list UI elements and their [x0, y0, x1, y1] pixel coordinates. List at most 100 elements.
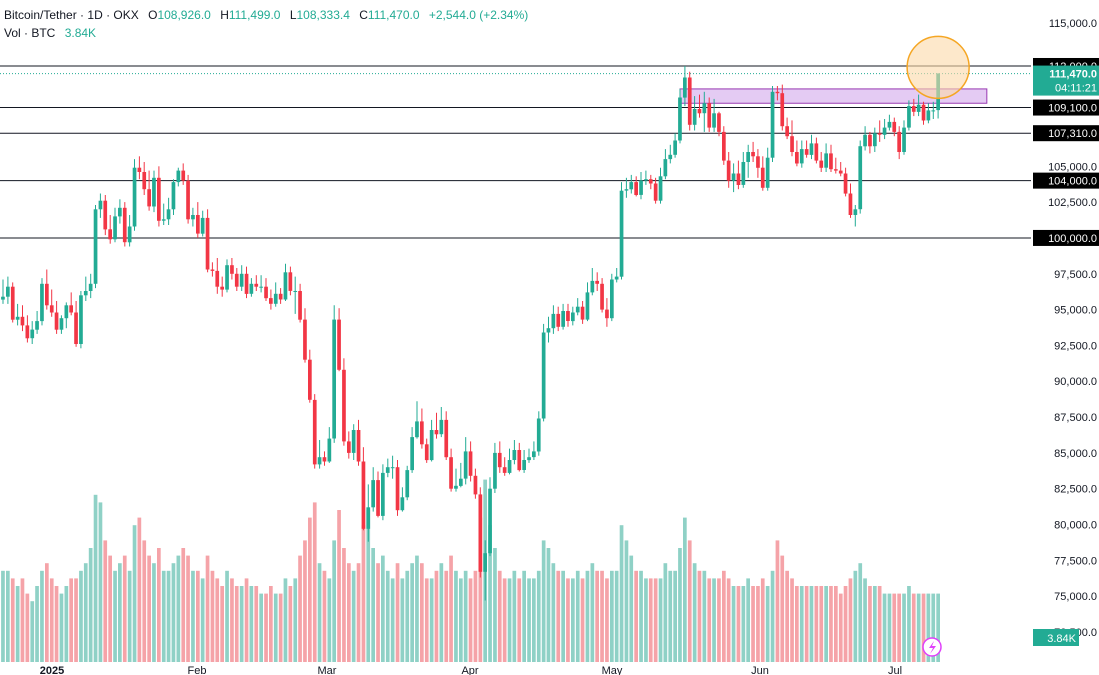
volume-bar	[166, 570, 171, 662]
volume-bar	[512, 570, 517, 662]
candle	[926, 110, 931, 121]
price-axis-tick-label: 80,000.0	[1054, 520, 1097, 532]
candle	[108, 229, 112, 240]
volume-bar	[147, 555, 151, 662]
volume-label[interactable]: Vol · BTC	[4, 26, 56, 40]
volume-bar	[429, 578, 434, 662]
candle	[634, 182, 638, 195]
candle	[473, 475, 478, 495]
price-axis-tick-label: 87,500.0	[1054, 412, 1097, 424]
volume-bar	[687, 540, 692, 662]
candle	[288, 272, 293, 291]
volume-bar	[497, 570, 502, 662]
candle	[760, 167, 765, 188]
candle	[459, 478, 463, 486]
volume-bar	[142, 540, 147, 662]
candle	[902, 127, 906, 152]
candle	[497, 452, 502, 468]
price-axis-tick-label: 95,000.0	[1054, 305, 1097, 317]
volume-bar	[775, 540, 780, 662]
volume-bar	[244, 578, 249, 662]
candle	[590, 280, 595, 293]
volume-bar	[35, 586, 39, 662]
volume-bar	[415, 555, 419, 662]
volume-bar	[410, 563, 414, 662]
volume-bar	[877, 586, 882, 662]
volume-bar	[717, 578, 721, 662]
ohlc-legend-row: Bitcoin/Tether · 1D · OKX O108,926.0 H11…	[4, 6, 528, 24]
candle	[152, 177, 156, 207]
candle	[259, 286, 263, 288]
volume-bar	[473, 570, 478, 662]
candle	[342, 369, 346, 442]
candle	[230, 265, 234, 274]
candle	[54, 312, 59, 330]
interval-label[interactable]: 1D	[87, 8, 103, 22]
volume-bar	[83, 563, 88, 662]
volume-bar	[863, 578, 867, 662]
volume-bar	[926, 593, 931, 662]
volume-bar	[127, 570, 132, 662]
candle	[79, 295, 83, 344]
volume-bar	[332, 540, 336, 662]
volume-bar	[580, 578, 585, 662]
candle	[916, 104, 921, 112]
volume-bar	[215, 578, 220, 662]
candle	[113, 216, 117, 240]
candle	[658, 176, 663, 201]
volume-bar	[853, 570, 858, 662]
candle	[415, 421, 419, 438]
volume-bar	[137, 517, 142, 662]
volume-bar	[936, 593, 940, 662]
volume-bar	[356, 563, 361, 662]
candle	[858, 146, 863, 210]
volume-bar	[507, 578, 512, 662]
candle	[420, 421, 424, 445]
volume-bar	[819, 586, 824, 662]
price-level-tag[interactable]	[1033, 125, 1099, 142]
volume-bar	[639, 570, 643, 662]
candle	[205, 217, 210, 270]
candle	[648, 179, 653, 184]
price-axis-tick-label: 92,500.0	[1054, 340, 1097, 352]
volume-bar	[726, 578, 731, 662]
candle	[93, 209, 98, 284]
symbol-name[interactable]: Bitcoin/Tether	[4, 8, 77, 22]
volume-bar	[868, 586, 872, 662]
candle	[571, 312, 575, 322]
candle	[366, 507, 371, 529]
candle	[765, 157, 770, 188]
candle	[196, 215, 200, 234]
price-level-tag[interactable]	[1033, 172, 1099, 189]
last-price-tag[interactable]	[1033, 65, 1099, 96]
candle	[673, 140, 677, 155]
candle	[15, 316, 20, 320]
candle	[580, 306, 585, 320]
candle	[371, 480, 375, 508]
candle	[663, 159, 668, 177]
volume-bar	[731, 586, 736, 662]
candle	[351, 430, 356, 453]
lightning-icon	[929, 641, 936, 654]
volume-bar	[546, 548, 551, 662]
volume-bar	[697, 570, 702, 662]
candle	[780, 93, 785, 127]
price-level-tag[interactable]	[1033, 229, 1099, 246]
volume-bar	[298, 555, 302, 662]
volume-bar	[439, 563, 444, 662]
price-level-tag[interactable]	[1033, 99, 1099, 116]
volume-bar	[59, 593, 64, 662]
candle	[692, 109, 697, 125]
candle	[907, 106, 911, 128]
candle	[619, 190, 624, 277]
price-axis-tick-label: 85,000.0	[1054, 448, 1097, 460]
candle	[726, 160, 731, 181]
price-axis-tick-label: 90,000.0	[1054, 376, 1097, 388]
volume-bar	[799, 586, 804, 662]
candle	[834, 169, 838, 171]
candle	[59, 318, 64, 330]
volume-bar	[916, 593, 921, 662]
volume-bar	[897, 593, 901, 662]
volume-bar	[756, 586, 760, 662]
